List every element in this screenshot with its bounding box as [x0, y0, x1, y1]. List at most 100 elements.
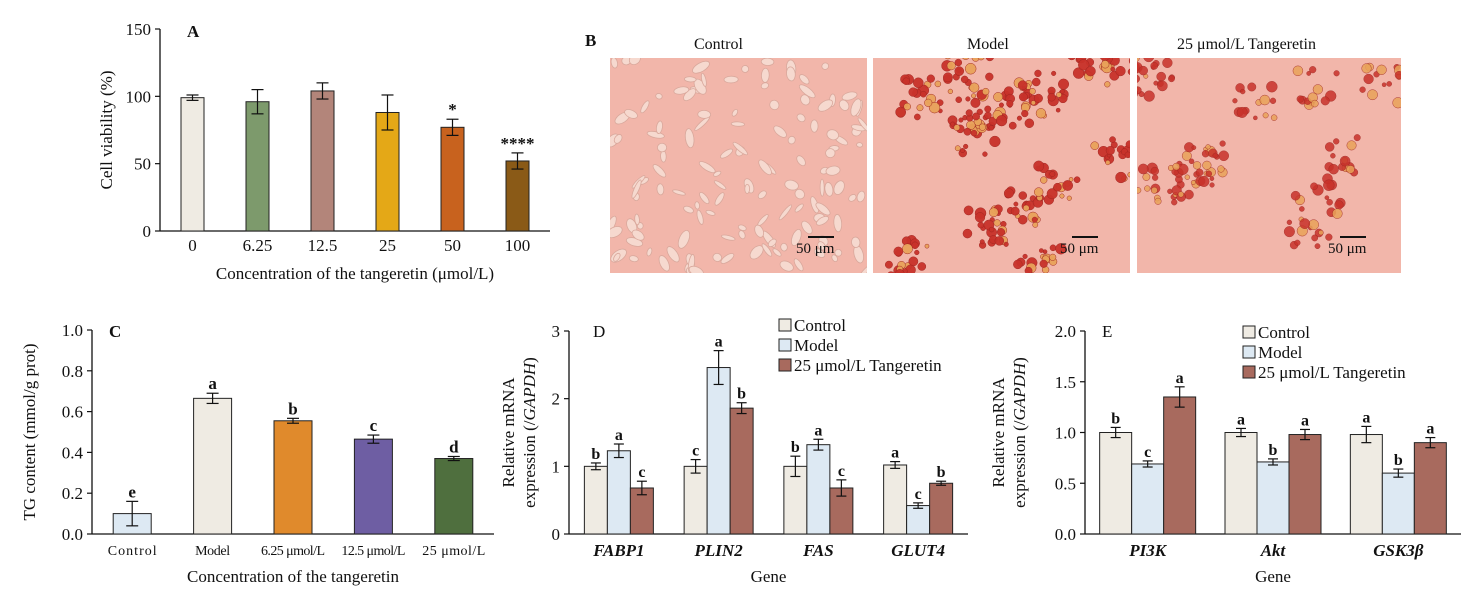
cell-shape — [799, 74, 810, 85]
scale-bar-label-control: 50 μm — [796, 241, 835, 257]
cell-shape — [628, 58, 641, 66]
lipid-droplet — [970, 129, 978, 137]
cell-shape — [779, 260, 794, 272]
chart-e-bar — [1131, 463, 1165, 535]
chart-d-category-label: FABP1 — [592, 541, 644, 560]
cell-shape — [760, 58, 775, 66]
lipid-droplet — [1177, 191, 1185, 198]
cell-shape — [796, 113, 806, 123]
lipid-droplet — [926, 74, 935, 83]
lipid-droplet — [1306, 71, 1312, 76]
cell-shape — [772, 248, 782, 257]
chart-c-category-label: Model — [195, 544, 230, 559]
chart-e-bar — [1381, 472, 1415, 535]
lipid-droplet — [1137, 58, 1140, 63]
chart-c-significance-label: e — [128, 482, 136, 501]
chart-e-significance-label: a — [1426, 421, 1434, 438]
panel-label-c: C — [109, 322, 122, 341]
lipid-droplet — [1022, 204, 1030, 212]
lipid-droplet — [984, 105, 992, 113]
cell-shape — [791, 228, 802, 247]
cell-shape — [688, 265, 704, 273]
cell-shape — [816, 215, 830, 226]
lipid-droplet — [1137, 187, 1142, 194]
chart-d-bar — [729, 407, 754, 535]
lipid-droplet — [1332, 208, 1343, 219]
cell-shape — [796, 155, 806, 167]
cell-shape — [640, 100, 650, 114]
lipid-droplet — [1232, 98, 1238, 104]
lipid-droplet — [1033, 93, 1043, 103]
lipid-droplet — [911, 241, 919, 249]
lipid-droplet — [1171, 199, 1178, 206]
chart-d-significance-label: b — [791, 439, 800, 456]
chart-e-significance-label: a — [1362, 409, 1370, 426]
lipid-droplet — [1236, 106, 1248, 118]
chart-e-y-axis-label-line: expression (/GAPDH) — [1010, 357, 1029, 508]
cell-shape — [784, 179, 799, 191]
lipid-droplet — [1376, 64, 1387, 75]
chart-c-significance-label: b — [288, 399, 297, 418]
lipid-droplet — [887, 271, 895, 273]
lipid-droplet — [971, 93, 977, 99]
lipid-droplet — [1010, 206, 1020, 216]
lipid-droplet — [1346, 140, 1357, 151]
cell-shape — [673, 86, 690, 95]
chart-d-legend-label: 25 μmol/L Tangeretin — [794, 356, 942, 375]
lipid-droplet — [1361, 63, 1372, 74]
chart-d-y-tick-label: 0 — [552, 525, 561, 544]
chart-d-bar — [606, 450, 631, 535]
lipid-droplet — [963, 127, 972, 136]
lipid-droplet — [1030, 100, 1036, 106]
lipid-droplet — [962, 228, 973, 239]
lipid-droplet — [1105, 159, 1111, 166]
lipid-droplet — [965, 96, 971, 102]
cell-shape — [720, 253, 735, 264]
lipid-droplet — [917, 262, 927, 271]
chart-c-bar — [353, 438, 393, 535]
lipid-droplet — [1022, 253, 1028, 259]
lipid-droplet — [998, 102, 1004, 108]
lipid-droplet — [1286, 219, 1293, 226]
chart-e-category-label: Akt — [1260, 541, 1287, 560]
lipid-droplet — [970, 97, 981, 108]
cell-shape — [754, 224, 764, 238]
lipid-droplet — [1059, 193, 1065, 199]
lipid-droplet — [1067, 58, 1076, 61]
chart-c-y-tick-label: 0.6 — [62, 403, 83, 422]
chart-d-significance-label: c — [838, 463, 845, 480]
lipid-droplet — [978, 123, 986, 131]
lipid-droplet — [950, 121, 956, 127]
lipid-droplet — [1104, 81, 1111, 88]
chart-e-bar — [1288, 434, 1322, 535]
chart-e-significance-label: b — [1111, 410, 1120, 427]
lipid-droplet — [1024, 118, 1035, 128]
lipid-droplet — [1353, 134, 1361, 142]
lipid-droplet — [1021, 109, 1029, 118]
lipid-droplet — [1072, 67, 1085, 79]
lipid-droplet — [1314, 243, 1321, 250]
cell-shape — [761, 67, 770, 83]
lipid-droplet — [1003, 188, 1014, 199]
cell-shape — [817, 99, 834, 112]
lipid-droplet — [1150, 166, 1160, 176]
lipid-droplet — [1056, 91, 1062, 98]
cell-shape — [800, 94, 811, 106]
panel-label-a: A — [187, 22, 200, 41]
chart-c-category-label: 25 μmol/L — [422, 544, 485, 559]
cell-shape — [610, 215, 617, 233]
chart-d-bar — [706, 367, 731, 535]
chart-a-y-tick-label: 50 — [134, 155, 151, 174]
lipid-droplet — [1346, 165, 1355, 174]
cell-shape — [794, 203, 804, 213]
lipid-droplet — [1334, 200, 1344, 210]
lipid-droplet — [908, 256, 919, 267]
lipid-droplet — [1392, 97, 1401, 109]
chart-a-significance-label: * — [448, 100, 457, 119]
lipid-droplet — [988, 125, 995, 131]
lipid-droplet — [1167, 188, 1173, 195]
chart-d-bar — [906, 505, 931, 535]
lipid-droplet — [954, 58, 963, 67]
lipid-droplet — [977, 58, 985, 61]
